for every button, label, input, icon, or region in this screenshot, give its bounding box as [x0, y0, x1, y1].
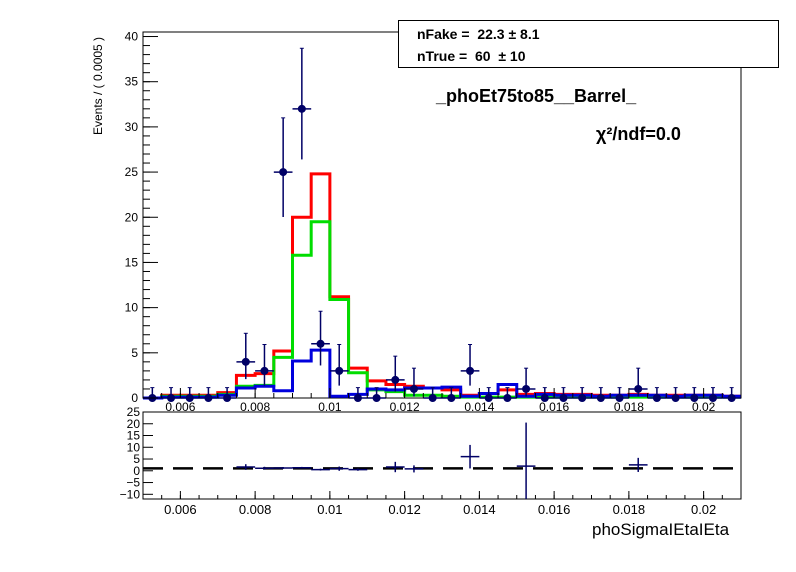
- data-point-8: [297, 104, 306, 113]
- ratio-y-tick-label-1: −5: [126, 476, 140, 490]
- y-tick-label-8: 40: [125, 30, 139, 44]
- x-tick-label-1: 0.008: [240, 400, 270, 414]
- data-point-16: [447, 394, 456, 402]
- ntrue-line: nTrue = 60 ± 10: [417, 48, 525, 64]
- ratio-y-tick-label-3: 5: [133, 452, 140, 466]
- data-point-29: [690, 394, 699, 402]
- x-tick-label-6: 0.018: [614, 400, 644, 414]
- data-point-17: [466, 366, 475, 375]
- ntrue-label: nTrue =: [417, 48, 468, 64]
- data-point-10: [335, 366, 344, 375]
- data-point-15: [428, 394, 437, 402]
- data-point-31: [727, 394, 736, 402]
- ratio-x-tick-label-4: 0.014: [463, 502, 496, 517]
- data-point-26: [634, 384, 643, 393]
- y-tick-label-3: 15: [125, 255, 139, 269]
- ratio-x-tick-label-1: 0.008: [239, 502, 272, 517]
- data-point-25: [615, 394, 624, 402]
- data-point-6: [260, 366, 269, 375]
- data-point-3: [204, 394, 213, 402]
- x-tick-label-3: 0.012: [390, 400, 420, 414]
- nfake-label: nFake =: [417, 26, 470, 42]
- nfake-value: 22.3: [477, 26, 505, 42]
- data-point-11: [353, 394, 362, 402]
- x-tick-label-7: 0.02: [692, 400, 716, 414]
- ratio-points: [236, 422, 648, 499]
- y-axis-label: Events / ( 0.0005 ): [91, 36, 105, 135]
- ntrue-error: ± 10: [498, 48, 526, 64]
- ntrue-value: 60: [474, 48, 491, 64]
- ratio-y-tick-label-5: 15: [127, 429, 141, 443]
- fit-component-histograms: [143, 172, 741, 400]
- data-point-5: [241, 357, 250, 366]
- data-point-20: [522, 384, 531, 393]
- y-tick-label-1: 5: [131, 346, 138, 360]
- ratio-x-tick-label-7: 0.02: [691, 502, 716, 517]
- y-tick-label-7: 35: [125, 75, 139, 89]
- ratio-y-tick-label-7: 25: [127, 405, 141, 419]
- data-point-28: [671, 394, 680, 402]
- data-point-2: [185, 394, 194, 402]
- data-point-21: [540, 394, 549, 402]
- component-histogram-0: [143, 172, 741, 400]
- component-histogram-2: [143, 348, 741, 400]
- ratio-plot-frame: [142, 411, 742, 500]
- x-tick-label-4: 0.014: [464, 400, 494, 414]
- data-points: [143, 47, 741, 402]
- component-histogram-1: [143, 220, 741, 400]
- data-point-1: [167, 394, 176, 402]
- data-point-7: [279, 168, 288, 177]
- y-tick-label-4: 20: [125, 210, 139, 224]
- ratio-frame-rect: [142, 411, 742, 500]
- ratio-y-tick-label-6: 20: [127, 417, 141, 431]
- data-point-24: [596, 394, 605, 402]
- ratio-x-tick-label-3: 0.012: [388, 502, 421, 517]
- x-tick-label-0: 0.006: [165, 400, 195, 414]
- ratio-x-axis: 0.006 0.008 0.01 0.012 0.014 0.016 0.018 0.02: [142, 491, 742, 517]
- data-point-19: [503, 394, 512, 402]
- x-tick-label-2: 0.01: [318, 400, 342, 414]
- data-point-9: [316, 339, 325, 348]
- plot-title: _phoEt75to85__Barrel_: [436, 86, 637, 106]
- data-point-23: [578, 394, 587, 402]
- data-point-18: [484, 394, 493, 402]
- y-tick-label-6: 30: [125, 120, 139, 134]
- data-point-4: [223, 394, 232, 402]
- chi2-label: χ²/ndf=0.0: [596, 124, 681, 144]
- main-x-axis: 0.006 0.008 0.01 0.012 0.014 0.016 0.018 0.02: [142, 388, 742, 414]
- nfake-error: ± 8.1: [508, 26, 540, 42]
- ratio-x-tick-label-5: 0.016: [538, 502, 571, 517]
- ratio-x-tick-label-6: 0.018: [613, 502, 646, 517]
- x-axis-label: phoSigmaIEtaIEta: [592, 520, 730, 539]
- data-point-22: [559, 394, 568, 402]
- ratio-y-tick-label-0: −10: [120, 487, 141, 501]
- ratio-y-tick-label-4: 10: [127, 440, 141, 454]
- data-point-14: [409, 384, 418, 393]
- ratio-x-tick-label-0: 0.006: [164, 502, 197, 517]
- ratio-x-tick-label-2: 0.01: [317, 502, 342, 517]
- main-y-axis: 0 5 10 15 20 25 30 35 40: [125, 30, 158, 405]
- x-tick-label-5: 0.016: [539, 400, 569, 414]
- data-point-30: [708, 394, 717, 402]
- fit-results-box: nFake = 22.3 ± 8.1 nTrue = 60 ± 10: [398, 20, 779, 68]
- y-tick-label-5: 25: [125, 165, 139, 179]
- data-point-13: [391, 375, 400, 384]
- y-tick-label-2: 10: [125, 301, 139, 315]
- ratio-y-tick-label-2: 0: [133, 464, 140, 478]
- data-point-12: [372, 394, 381, 402]
- nfake-line: nFake = 22.3 ± 8.1: [417, 26, 540, 42]
- y-tick-label-0: 0: [131, 391, 138, 405]
- data-point-27: [652, 394, 661, 402]
